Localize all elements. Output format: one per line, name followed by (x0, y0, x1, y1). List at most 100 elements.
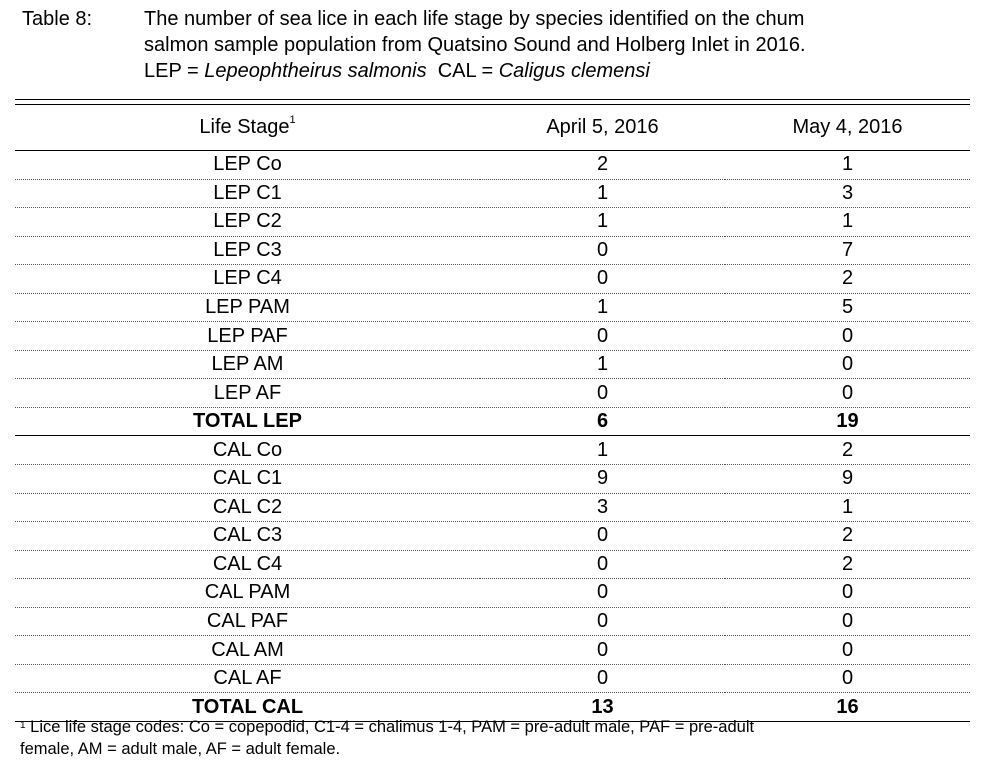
cell-life-stage: LEP C1 (15, 179, 480, 209)
cell-life-stage: LEP PAF (15, 321, 480, 351)
cell-life-stage: CAL PAF (15, 607, 480, 637)
caption-lep-prefix: LEP = (144, 60, 205, 82)
table-row: CAL AM 0 0 (15, 635, 970, 665)
cell-april-count: 0 (480, 550, 725, 580)
cell-life-stage: LEP AF (15, 378, 480, 408)
cell-may-count: 1 (725, 150, 970, 180)
cell-may-count: 2 (725, 521, 970, 551)
cell-may-count: 16 (725, 692, 970, 722)
cell-life-stage: CAL AF (15, 664, 480, 694)
cell-april-count: 0 (480, 378, 725, 408)
table-top-rule (15, 99, 970, 105)
cell-life-stage: CAL PAM (15, 578, 480, 608)
cell-may-count: 7 (725, 236, 970, 266)
cell-may-count: 0 (725, 350, 970, 380)
table-row: LEP C3 0 7 (15, 236, 970, 266)
table-row: LEP PAM 1 5 (15, 293, 970, 323)
sea-lice-table-container: Life Stage1 April 5, 2016 May 4, 2016 LE… (15, 99, 970, 722)
cell-may-count: 0 (725, 321, 970, 351)
caption-line-1: The number of sea lice in each life stag… (144, 8, 805, 30)
cell-april-count: 0 (480, 521, 725, 551)
cell-may-count: 0 (725, 635, 970, 665)
cell-april-count: 0 (480, 578, 725, 608)
table-row: LEP Co 2 1 (15, 150, 970, 180)
cell-may-count: 0 (725, 578, 970, 608)
cell-april-count: 0 (480, 264, 725, 294)
table-footnote: 1 Lice life stage codes: Co = copepodid,… (20, 716, 970, 760)
cell-may-count: 0 (725, 378, 970, 408)
cell-april-count: 3 (480, 493, 725, 523)
caption-text: The number of sea lice in each life stag… (144, 6, 974, 84)
table-total-row: TOTAL LEP 6 19 (15, 407, 970, 437)
cell-life-stage: CAL C1 (15, 464, 480, 494)
header-life-stage: Life Stage1 (15, 105, 480, 151)
cell-april-count: 6 (480, 407, 725, 437)
cell-may-count: 1 (725, 207, 970, 237)
table-row: LEP C2 1 1 (15, 207, 970, 237)
cell-may-count: 2 (725, 435, 970, 466)
footnote-line-1: Lice life stage codes: Co = copepodid, C… (25, 718, 755, 736)
table-row: CAL Co 1 2 (15, 435, 970, 466)
caption-cal-prefix: CAL = (426, 60, 499, 82)
table-row: LEP C1 1 3 (15, 179, 970, 209)
table-row: CAL PAM 0 0 (15, 578, 970, 608)
table-row: CAL C2 3 1 (15, 493, 970, 523)
table-number: Table 8: (22, 8, 93, 30)
cell-april-count: 1 (480, 350, 725, 380)
cell-may-count: 3 (725, 179, 970, 209)
sea-lice-table: Life Stage1 April 5, 2016 May 4, 2016 LE… (15, 105, 970, 722)
table-row: LEP PAF 0 0 (15, 321, 970, 351)
table-row: CAL PAF 0 0 (15, 607, 970, 637)
table-total-row: TOTAL CAL 13 16 (15, 692, 970, 722)
cell-life-stage: LEP C4 (15, 264, 480, 294)
cell-april-count: 2 (480, 150, 725, 180)
caption-cal-species: Caligus clemensi (498, 60, 650, 82)
cell-april-count: 9 (480, 464, 725, 494)
caption-lep-species: Lepeophtheirus salmonis (204, 60, 427, 82)
table-row: LEP AF 0 0 (15, 378, 970, 408)
cell-may-count: 0 (725, 664, 970, 694)
cell-may-count: 9 (725, 464, 970, 494)
cell-april-count: 0 (480, 321, 725, 351)
cell-life-stage: LEP C2 (15, 207, 480, 237)
cell-april-count: 0 (480, 664, 725, 694)
cell-may-count: 5 (725, 293, 970, 323)
table-row: LEP C4 0 2 (15, 264, 970, 294)
cell-life-stage: LEP Co (15, 150, 480, 180)
cell-life-stage: CAL AM (15, 635, 480, 665)
caption-line-3: LEP = Lepeophtheirus salmonis CAL = Cali… (144, 58, 974, 84)
cell-april-count: 0 (480, 236, 725, 266)
cell-april-count: 13 (480, 692, 725, 722)
cell-may-count: 0 (725, 607, 970, 637)
table-row: CAL AF 0 0 (15, 664, 970, 694)
table-row: CAL C3 0 2 (15, 521, 970, 551)
caption-line-2: salmon sample population from Quatsino S… (144, 34, 806, 56)
cell-life-stage: TOTAL CAL (15, 692, 480, 722)
table-row: CAL C1 9 9 (15, 464, 970, 494)
cell-life-stage: LEP AM (15, 350, 480, 380)
cell-may-count: 2 (725, 550, 970, 580)
footnote-marker: 1 (20, 720, 26, 731)
cell-life-stage: TOTAL LEP (15, 407, 480, 437)
cell-life-stage: CAL C4 (15, 550, 480, 580)
cell-life-stage: LEP PAM (15, 293, 480, 323)
footnote-line-2: female, AM = adult male, AF = adult fema… (20, 740, 341, 758)
cell-life-stage: CAL Co (15, 435, 480, 466)
cell-april-count: 1 (480, 435, 725, 466)
table-header-row: Life Stage1 April 5, 2016 May 4, 2016 (15, 105, 970, 151)
header-footnote-marker: 1 (289, 114, 296, 126)
table-body: LEP Co 2 1 LEP C1 1 3 LEP C2 1 1 LEP C3 0 7 LEP C4 0 2… (15, 150, 970, 722)
table-row: LEP AM 1 0 (15, 350, 970, 380)
cell-may-count: 2 (725, 264, 970, 294)
cell-may-count: 19 (725, 407, 970, 437)
header-april-5-2016: April 5, 2016 (480, 105, 725, 151)
header-life-stage-label: Life Stage (199, 116, 290, 138)
cell-april-count: 0 (480, 607, 725, 637)
cell-april-count: 1 (480, 207, 725, 237)
cell-life-stage: CAL C3 (15, 521, 480, 551)
header-may-4-2016: May 4, 2016 (725, 105, 970, 151)
cell-may-count: 1 (725, 493, 970, 523)
cell-april-count: 1 (480, 293, 725, 323)
table-row: CAL C4 0 2 (15, 550, 970, 580)
cell-april-count: 1 (480, 179, 725, 209)
